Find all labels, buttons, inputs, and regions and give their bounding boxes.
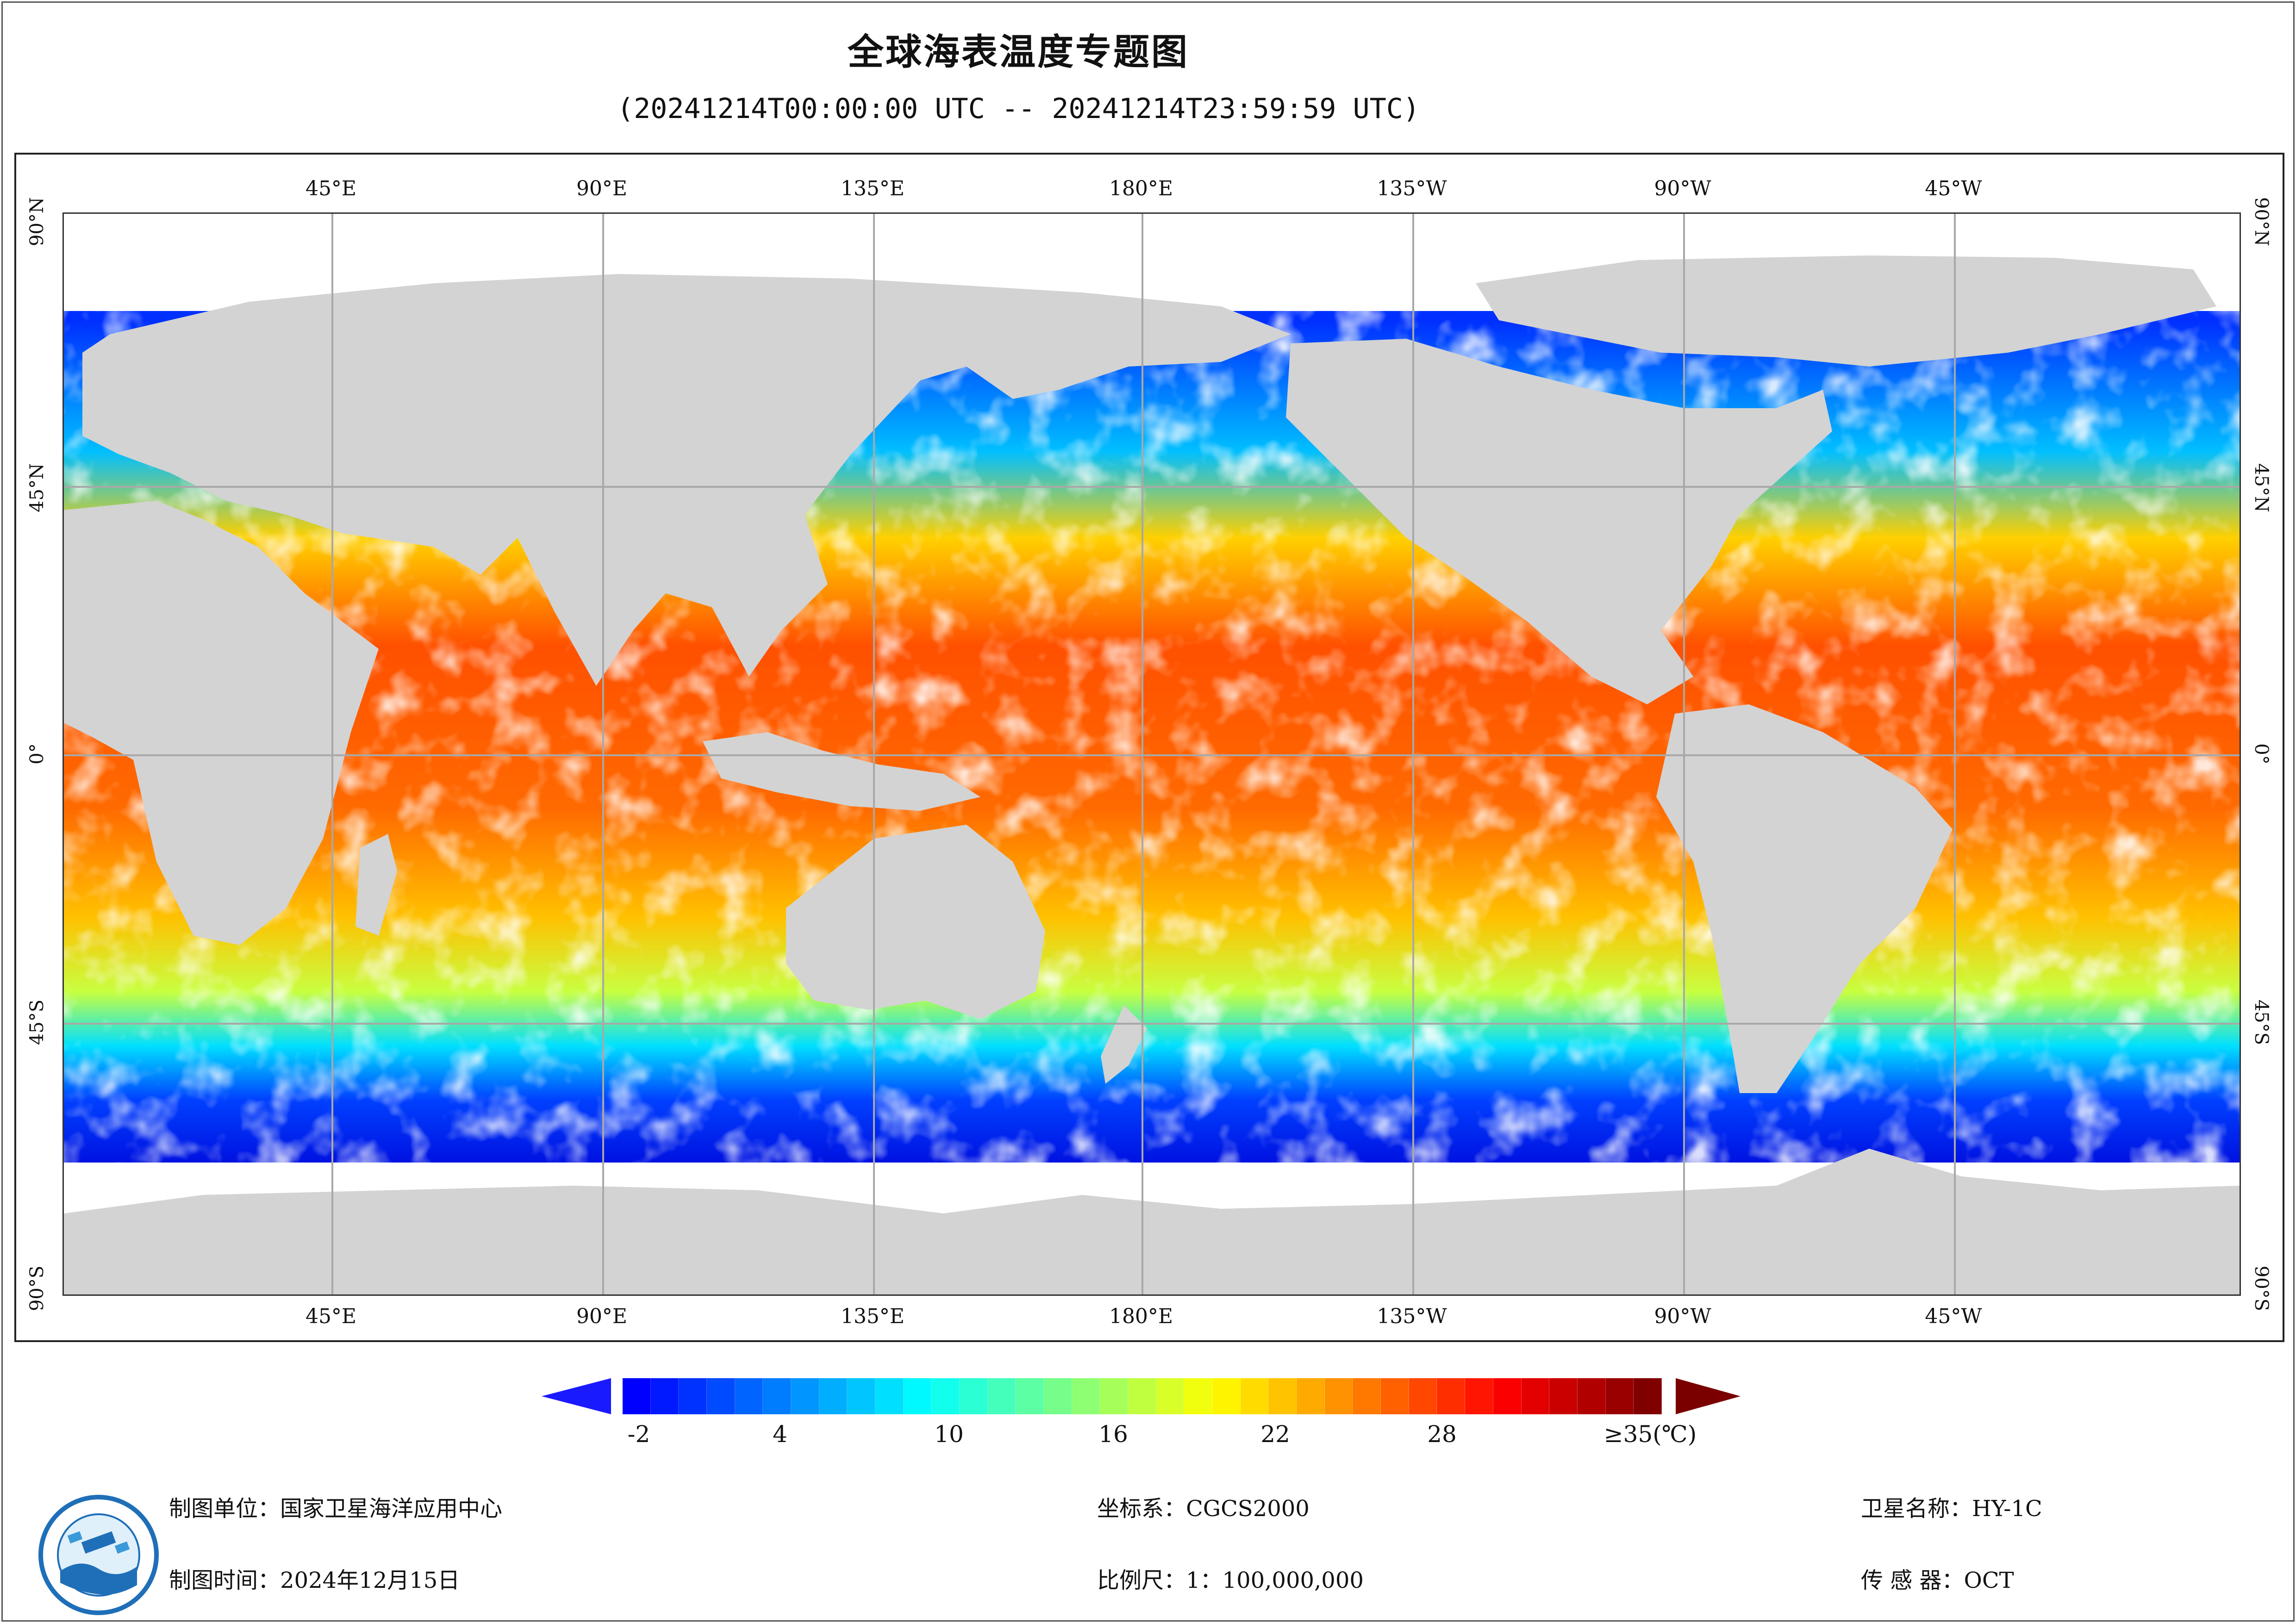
colorbar-min-arrow <box>542 1378 611 1414</box>
colorbar-segment <box>1044 1378 1072 1414</box>
colorbar-tick-m2: -2 <box>627 1421 650 1448</box>
land-south-america <box>1656 704 1953 1093</box>
colorbar-segment <box>1409 1378 1437 1414</box>
coordinate-system: 坐标系：CGCS2000 <box>1097 1496 1310 1522</box>
lon-label-bottom-180e: 180°E <box>1109 1305 1173 1328</box>
colorbar-segment <box>623 1378 651 1414</box>
colorbar-segment <box>847 1378 876 1414</box>
colorbar-segment <box>707 1378 735 1414</box>
colorbar-segment <box>903 1378 932 1414</box>
map-scale: 比例尺：1：100,000,000 <box>1097 1567 1364 1593</box>
colorbar-segment <box>1437 1378 1466 1414</box>
lat-label-right-90s: 90°S <box>2251 1265 2272 1312</box>
colorbar-segment <box>1297 1378 1325 1414</box>
lon-label-top-180e: 180°E <box>1109 177 1173 200</box>
lat-label-left-90s: 90°S <box>26 1265 48 1312</box>
colorbar-segment <box>819 1378 848 1414</box>
colorbar-segment <box>1324 1378 1353 1414</box>
colorbar-segment <box>1381 1378 1409 1414</box>
lat-label-left-0: 0° <box>26 743 48 765</box>
colorbar-segment <box>1128 1378 1156 1414</box>
mapping-unit: 制图单位：国家卫星海洋应用中心 <box>169 1496 503 1522</box>
land-north-america <box>1286 339 1832 704</box>
map-frame: 45°E 90°E 135°E 180°E 135°W 90°W 45°W 90… <box>14 153 2284 1342</box>
satellite-name: 卫星名称：HY-1C <box>1861 1496 2042 1522</box>
colorbar-segment <box>679 1378 707 1414</box>
colorbar-segment <box>960 1378 988 1414</box>
lon-label-bottom-45w: 45°W <box>1925 1305 1982 1328</box>
colorbar-segment <box>1577 1378 1606 1414</box>
nsoas-logo <box>36 1492 161 1617</box>
lon-label-top-45e: 45°E <box>305 177 357 200</box>
colorbar-tick-10: 10 <box>934 1421 964 1448</box>
map-subtitle: (20241214T00:00:00 UTC -- 20241214T23:59… <box>617 93 1420 125</box>
graticule <box>64 214 2240 1294</box>
land-masses <box>64 255 2240 1294</box>
colorbar-tick-16: 16 <box>1098 1421 1128 1448</box>
colorbar-segment <box>1465 1378 1493 1414</box>
lon-label-bottom-135w: 135°W <box>1377 1305 1447 1328</box>
colorbar-segment <box>1212 1378 1241 1414</box>
lat-label-left-45n: 45°N <box>26 463 48 512</box>
lon-label-bottom-135e: 135°E <box>840 1305 905 1328</box>
lon-label-top-90e: 90°E <box>576 177 628 200</box>
colorbar-segment <box>650 1378 679 1414</box>
colorbar-segment <box>1268 1378 1297 1414</box>
lat-label-left-45s: 45°S <box>26 999 48 1045</box>
land-australia <box>786 825 1045 1019</box>
land-indonesia <box>703 732 980 811</box>
mapping-time: 制图时间：2024年12月15日 <box>169 1567 460 1593</box>
map-title: 全球海表温度专题图 <box>847 31 1189 73</box>
lon-label-bottom-90e: 90°E <box>576 1305 628 1328</box>
colorbar-segment <box>735 1378 763 1414</box>
lon-label-bottom-90w: 90°W <box>1654 1305 1711 1328</box>
colorbar-segment <box>1156 1378 1185 1414</box>
colorbar <box>623 1378 1662 1414</box>
colorbar-segment <box>987 1378 1016 1414</box>
colorbar-max-arrow <box>1676 1378 1741 1414</box>
colorbar-tick-28: 28 <box>1427 1421 1457 1448</box>
land-madagascar <box>356 834 397 936</box>
colorbar-tick-22: 22 <box>1260 1421 1290 1448</box>
colorbar-segment <box>1549 1378 1578 1414</box>
land-new-zealand <box>1101 1005 1147 1084</box>
colorbar-segment <box>1353 1378 1381 1414</box>
sensor-name: 传 感 器：OCT <box>1861 1567 2014 1593</box>
land-eurasia <box>82 274 1291 686</box>
lat-label-left-90n: 90°N <box>26 197 48 246</box>
lon-label-top-90w: 90°W <box>1654 177 1711 200</box>
colorbar-segment <box>1240 1378 1269 1414</box>
colorbar-tick-4: 4 <box>773 1421 787 1448</box>
colorbar-segment <box>1634 1378 1662 1414</box>
lat-label-right-45n: 45°N <box>2251 463 2272 512</box>
colorbar-segment <box>1184 1378 1213 1414</box>
lat-label-right-45s: 45°S <box>2251 999 2272 1045</box>
colorbar-segment <box>1100 1378 1129 1414</box>
colorbar-segment <box>1521 1378 1550 1414</box>
colorbar-segment <box>931 1378 960 1414</box>
colorbar-segment <box>875 1378 904 1414</box>
colorbar-segment <box>1605 1378 1634 1414</box>
lon-label-top-45w: 45°W <box>1925 177 1982 200</box>
land-greenland <box>1476 255 2216 367</box>
colorbar-segment <box>1072 1378 1100 1414</box>
colorbar-segment <box>791 1378 819 1414</box>
colorbar-segment <box>1016 1378 1044 1414</box>
sst-map-svg <box>64 214 2240 1294</box>
colorbar-segment <box>763 1378 792 1414</box>
lon-label-bottom-45e: 45°E <box>305 1305 357 1328</box>
land-antarctica <box>64 1149 2240 1294</box>
colorbar-tick-35: ≥35(℃) <box>1603 1421 1697 1448</box>
lon-label-top-135w: 135°W <box>1377 177 1447 200</box>
lat-label-right-0: 0° <box>2251 743 2272 765</box>
sst-map <box>62 212 2241 1296</box>
lon-label-top-135e: 135°E <box>840 177 905 200</box>
colorbar-segment <box>1493 1378 1522 1414</box>
lat-label-right-90n: 90°N <box>2251 197 2272 246</box>
land-africa <box>64 501 379 945</box>
